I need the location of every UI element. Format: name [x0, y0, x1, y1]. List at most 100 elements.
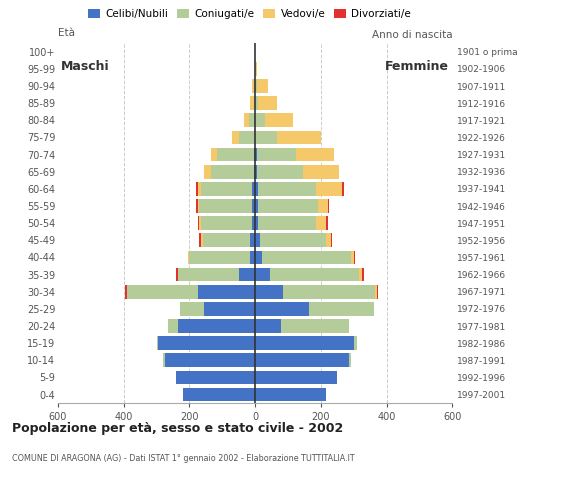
Bar — [259, 96, 277, 110]
Bar — [211, 165, 253, 179]
Text: Femmine: Femmine — [385, 60, 449, 73]
Bar — [316, 182, 342, 196]
Bar — [239, 131, 255, 144]
Bar — [204, 165, 211, 179]
Bar — [158, 336, 255, 350]
Bar — [342, 182, 344, 196]
Bar — [127, 285, 198, 299]
Bar — [310, 302, 374, 316]
Bar — [198, 216, 200, 230]
Bar — [255, 268, 270, 281]
Bar — [328, 199, 329, 213]
Bar — [259, 199, 318, 213]
Bar — [253, 148, 255, 161]
Bar — [255, 199, 259, 213]
Bar — [255, 319, 281, 333]
Bar — [255, 285, 283, 299]
Bar — [253, 96, 255, 110]
Bar — [178, 319, 255, 333]
Bar — [331, 233, 332, 247]
Bar — [218, 148, 253, 161]
Bar — [196, 199, 198, 213]
Bar — [326, 216, 328, 230]
Bar — [255, 62, 257, 76]
Bar — [204, 302, 255, 316]
Bar — [255, 96, 259, 110]
Bar — [255, 131, 277, 144]
Bar — [257, 148, 296, 161]
Bar — [255, 233, 260, 247]
Bar — [255, 371, 338, 384]
Bar — [200, 199, 252, 213]
Bar — [283, 285, 375, 299]
Text: Maschi: Maschi — [61, 60, 110, 73]
Bar — [251, 233, 255, 247]
Bar — [259, 182, 316, 196]
Bar — [255, 251, 262, 264]
Bar — [270, 268, 358, 281]
Bar — [196, 182, 198, 196]
Bar — [349, 353, 350, 367]
Bar — [198, 182, 201, 196]
Bar — [252, 182, 255, 196]
Bar — [255, 353, 349, 367]
Bar — [255, 113, 265, 127]
Bar — [125, 285, 127, 299]
Bar — [198, 199, 200, 213]
Text: Popolazione per età, sesso e stato civile - 2002: Popolazione per età, sesso e stato civil… — [12, 422, 343, 435]
Bar — [354, 251, 356, 264]
Bar — [157, 336, 158, 350]
Bar — [281, 319, 349, 333]
Bar — [165, 353, 255, 367]
Bar — [326, 233, 331, 247]
Bar — [255, 388, 326, 401]
Bar — [244, 113, 249, 127]
Bar — [202, 233, 251, 247]
Bar — [198, 285, 255, 299]
Bar — [255, 336, 354, 350]
Bar — [318, 199, 328, 213]
Bar — [253, 79, 255, 93]
Bar — [251, 251, 255, 264]
Text: COMUNE DI ARAGONA (AG) - Dati ISTAT 1° gennaio 2002 - Elaborazione TUTTITALIA.IT: COMUNE DI ARAGONA (AG) - Dati ISTAT 1° g… — [12, 454, 354, 463]
Bar — [350, 251, 354, 264]
Bar — [200, 233, 201, 247]
Bar — [252, 216, 255, 230]
Bar — [255, 148, 257, 161]
Bar — [277, 131, 321, 144]
Bar — [377, 285, 379, 299]
Bar — [183, 388, 255, 401]
Bar — [252, 199, 255, 213]
Text: Anno di nascita: Anno di nascita — [372, 30, 452, 39]
Bar — [316, 216, 326, 230]
Bar — [201, 216, 252, 230]
Bar — [176, 371, 255, 384]
Bar — [211, 148, 218, 161]
Bar — [257, 165, 303, 179]
Bar — [257, 79, 269, 93]
Bar — [296, 148, 334, 161]
Bar — [176, 268, 178, 281]
Bar — [201, 182, 252, 196]
Bar — [252, 79, 253, 93]
Bar — [255, 216, 259, 230]
Bar — [190, 251, 251, 264]
Bar — [255, 165, 257, 179]
Bar — [253, 165, 255, 179]
Bar — [239, 268, 255, 281]
Bar — [362, 268, 364, 281]
Bar — [375, 285, 377, 299]
Bar — [354, 336, 357, 350]
Bar — [249, 113, 255, 127]
Bar — [255, 182, 259, 196]
Bar — [200, 216, 201, 230]
Legend: Celibi/Nubili, Coniugati/e, Vedovi/e, Divorziati/e: Celibi/Nubili, Coniugati/e, Vedovi/e, Di… — [84, 5, 415, 24]
Bar — [178, 268, 239, 281]
Bar — [163, 353, 165, 367]
Bar — [255, 302, 310, 316]
Bar — [188, 251, 190, 264]
Bar — [232, 131, 239, 144]
Bar — [201, 233, 202, 247]
Bar — [255, 79, 257, 93]
Bar — [358, 268, 362, 281]
